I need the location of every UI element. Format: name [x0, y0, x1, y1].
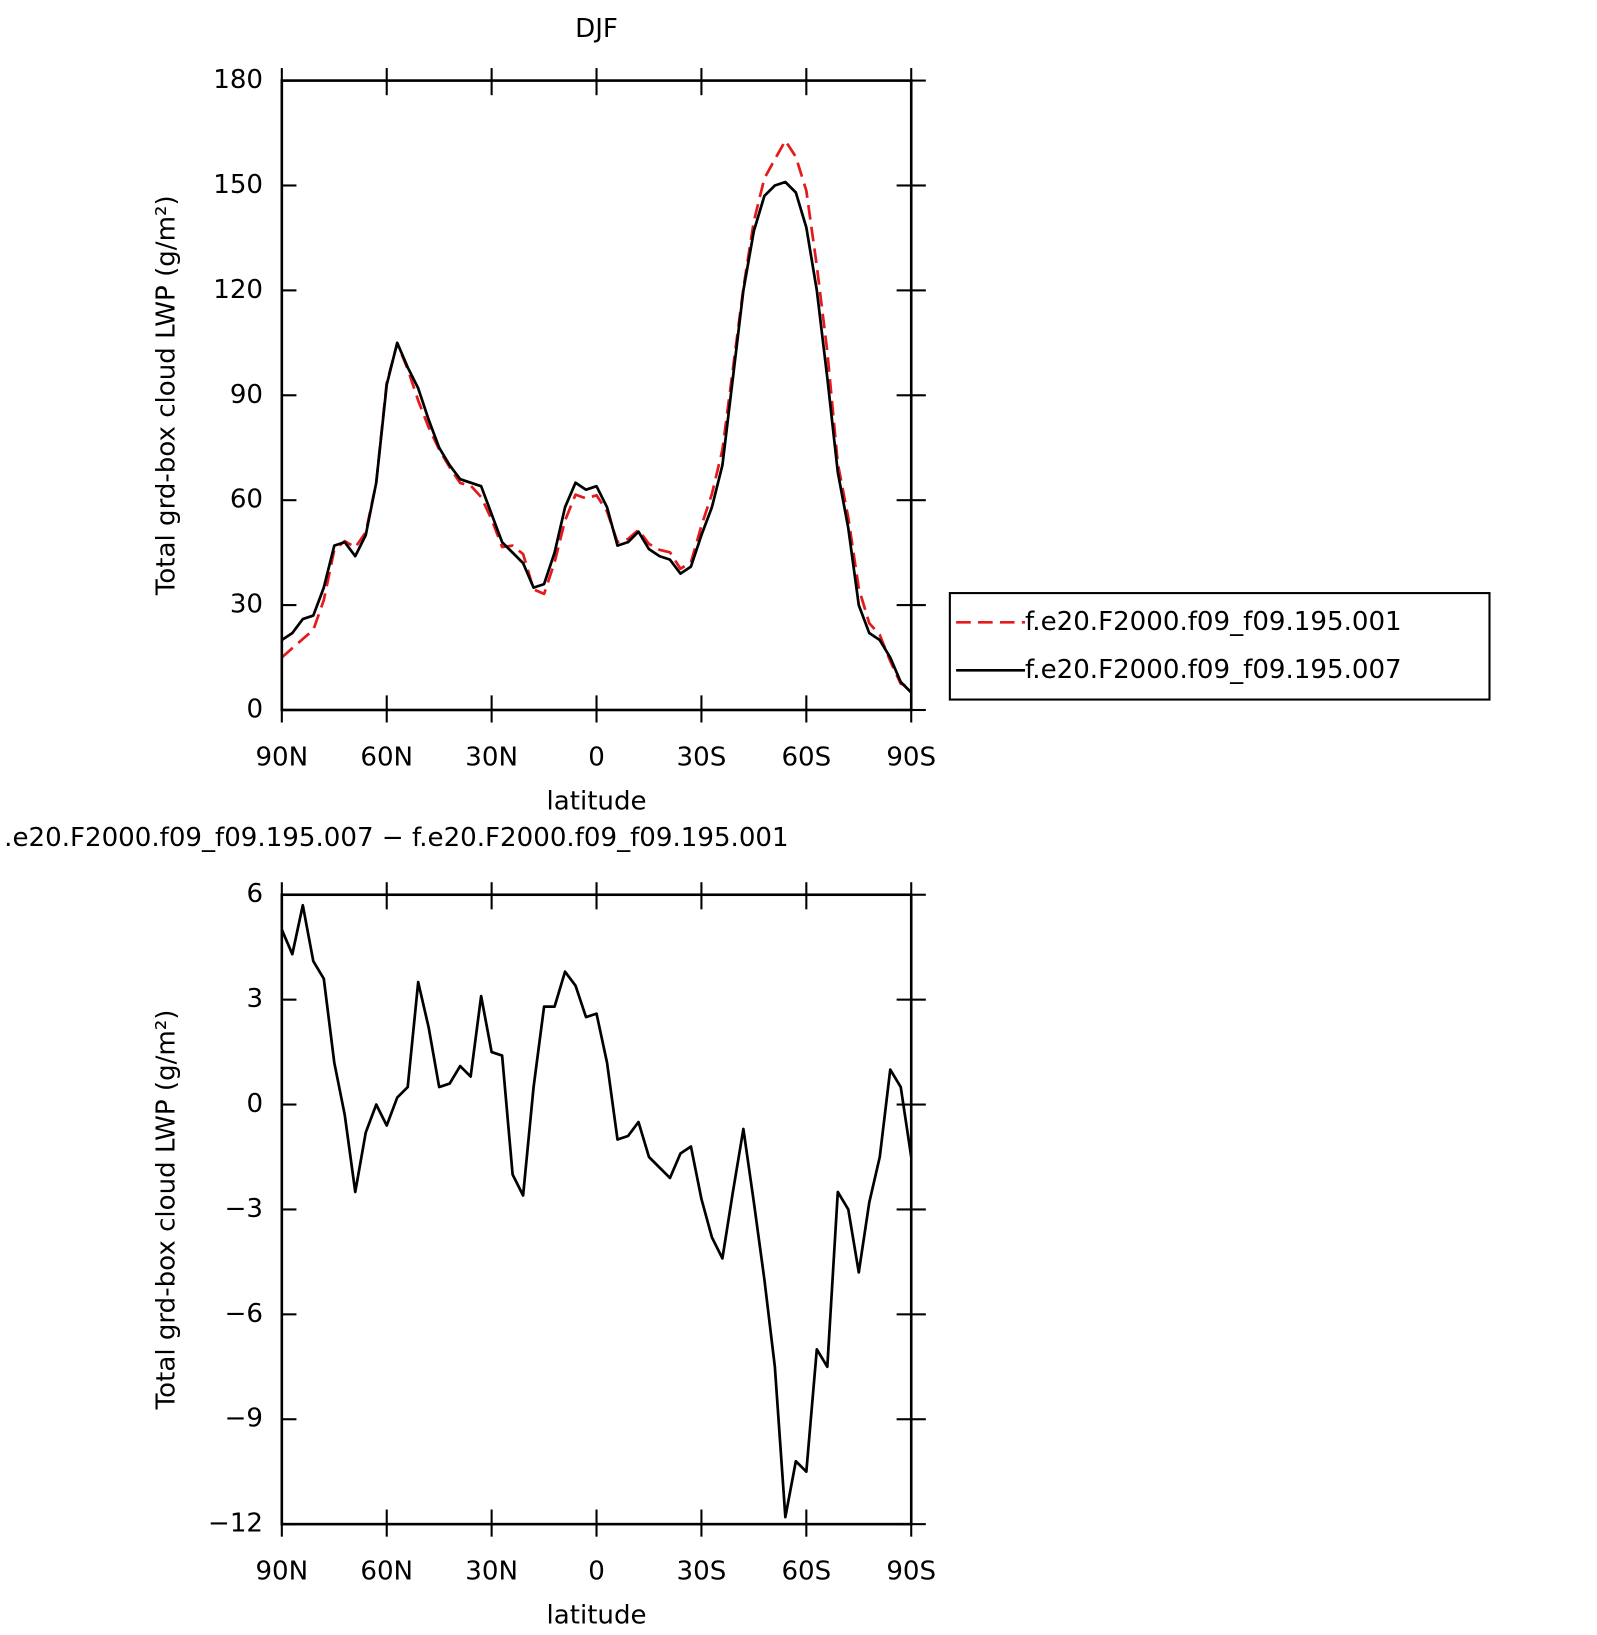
y-tick-label: 150 — [213, 170, 263, 200]
y-tick-label: 180 — [213, 65, 263, 95]
y-tick-label: −9 — [225, 1404, 263, 1434]
x-tick-label: 60N — [360, 1557, 413, 1587]
x-tick-label: 30N — [465, 743, 518, 773]
legend-label: f.e20.F2000.f09_f09.195.007 — [1025, 655, 1402, 685]
y-tick-label: −3 — [225, 1194, 263, 1224]
x-tick-label: 90N — [255, 743, 308, 773]
y-tick-label: 0 — [246, 1089, 263, 1119]
chart-title: .e20.F2000.f09_f09.195.007 − f.e20.F2000… — [4, 823, 788, 853]
x-axis-label: latitude — [547, 1601, 647, 1631]
legend-box — [948, 592, 1491, 701]
y-axis-label: Total grd-box cloud LWP (g/m²) — [152, 1010, 182, 1411]
data-line — [280, 903, 913, 1519]
x-axis-label: latitude — [547, 786, 647, 816]
y-tick-label: 30 — [230, 590, 263, 620]
y-tick-label: 0 — [246, 694, 263, 724]
data-line — [280, 139, 912, 689]
x-tick-label: 90S — [886, 743, 936, 773]
x-tick-label: 60N — [360, 743, 413, 773]
x-tick-label: 90N — [255, 1557, 308, 1587]
y-axis-label: Total grd-box cloud LWP (g/m²) — [152, 195, 182, 596]
x-tick-label: 30S — [677, 1557, 727, 1587]
data-line — [281, 180, 913, 694]
y-tick-label: 3 — [246, 984, 263, 1014]
y-tick-label: 6 — [246, 879, 263, 909]
x-tick-label: 0 — [588, 743, 605, 773]
y-tick-label: −12 — [208, 1509, 263, 1539]
x-tick-label: 60S — [781, 743, 831, 773]
x-tick-label: 0 — [588, 1557, 605, 1587]
x-tick-label: 30S — [677, 743, 727, 773]
chart-title: DJF — [575, 14, 618, 44]
y-tick-label: 90 — [230, 380, 263, 410]
plot-frame — [280, 79, 913, 712]
x-tick-label: 90S — [886, 1557, 936, 1587]
x-tick-label: 30N — [465, 1557, 518, 1587]
x-tick-label: 60S — [781, 1557, 831, 1587]
y-tick-label: 120 — [213, 275, 263, 305]
legend-label: f.e20.F2000.f09_f09.195.001 — [1025, 607, 1402, 637]
y-tick-label: −6 — [225, 1299, 263, 1329]
y-tick-label: 60 — [230, 485, 263, 515]
plot-frame — [280, 893, 913, 1526]
